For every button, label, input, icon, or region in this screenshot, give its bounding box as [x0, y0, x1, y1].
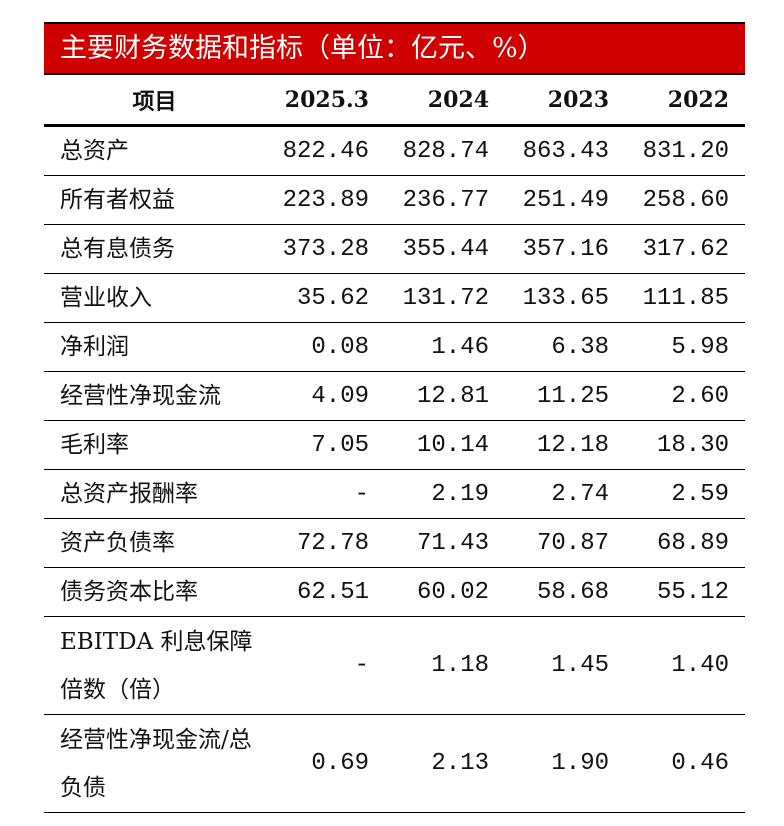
cell-value: 72.78 — [296, 529, 369, 557]
cell-value: 131.72 — [402, 284, 489, 312]
row-label: 所有者权益 — [60, 187, 175, 213]
cell-value: 35.62 — [296, 284, 369, 312]
cell-value: 4.09 — [311, 382, 369, 410]
row-label: EBITDA 利息保障倍数（倍） — [60, 628, 253, 703]
cell-value: 2.59 — [671, 480, 729, 508]
cell-value: 0.08 — [311, 333, 369, 361]
cell-value: - — [354, 652, 369, 679]
cell-value: 58.68 — [536, 578, 609, 606]
cell-value: 111.85 — [642, 284, 729, 312]
cell-value: 828.74 — [402, 137, 489, 165]
cell-value: 236.77 — [402, 186, 489, 214]
cell-value: 373.28 — [282, 235, 369, 263]
financial-table: 项目 2025.3 2024 2023 2022 总资产 822.46 828.74… — [44, 75, 745, 813]
cell-value: 831.20 — [642, 137, 729, 165]
cell-value: 357.16 — [522, 235, 609, 263]
table-row: 总资产报酬率 - 2.19 2.74 2.59 — [44, 470, 745, 519]
cell-value: 1.45 — [551, 652, 609, 679]
table-row: 总资产 822.46 828.74 863.43 831.20 — [44, 126, 745, 176]
row-label: 净利润 — [60, 334, 129, 360]
cell-value: 2.19 — [431, 480, 489, 508]
cell-value: 10.14 — [416, 431, 489, 459]
row-label: 总有息债务 — [60, 236, 175, 262]
cell-value: 5.98 — [671, 333, 729, 361]
row-label: 经营性净现金流 — [60, 383, 221, 409]
table-title: 主要财务数据和指标（单位：亿元、%） — [44, 22, 745, 75]
cell-value: 0.46 — [671, 750, 729, 777]
cell-value: 7.05 — [311, 431, 369, 459]
cell-value: 6.38 — [551, 333, 609, 361]
cell-value: 251.49 — [522, 186, 609, 214]
column-header: 2024 — [427, 86, 489, 113]
cell-value: 71.43 — [416, 529, 489, 557]
cell-value: 62.51 — [296, 578, 369, 606]
header-row: 项目 2025.3 2024 2023 2022 — [44, 75, 745, 126]
row-label: 经营性净现金流/总负债 — [60, 726, 252, 801]
cell-value: 68.89 — [656, 529, 729, 557]
cell-value: 317.62 — [642, 235, 729, 263]
cell-value: 258.60 — [642, 186, 729, 214]
cell-value: 2.74 — [551, 480, 609, 508]
cell-value: - — [354, 480, 369, 508]
row-label: 总资产 — [60, 138, 129, 164]
cell-value: 2.13 — [431, 750, 489, 777]
row-label: 毛利率 — [60, 432, 129, 458]
column-header: 2022 — [667, 86, 729, 113]
column-header: 2025.3 — [284, 86, 369, 113]
cell-value: 70.87 — [536, 529, 609, 557]
table-row: 经营性净现金流/总负债 0.69 2.13 1.90 0.46 — [44, 715, 745, 813]
cell-value: 1.90 — [551, 750, 609, 777]
row-label: 总资产报酬率 — [60, 481, 198, 507]
row-label: 营业收入 — [60, 285, 152, 311]
cell-value: 12.18 — [536, 431, 609, 459]
row-label: 资产负债率 — [60, 530, 175, 556]
table-row: 毛利率 7.05 10.14 12.18 18.30 — [44, 421, 745, 470]
cell-value: 223.89 — [282, 186, 369, 214]
cell-value: 0.69 — [311, 750, 369, 777]
cell-value: 1.40 — [671, 652, 729, 679]
cell-value: 60.02 — [416, 578, 489, 606]
cell-value: 2.60 — [671, 382, 729, 410]
cell-value: 1.46 — [431, 333, 489, 361]
table-row: 营业收入 35.62 131.72 133.65 111.85 — [44, 274, 745, 323]
table-row: 所有者权益 223.89 236.77 251.49 258.60 — [44, 176, 745, 225]
table-row: 资产负债率 72.78 71.43 70.87 68.89 — [44, 519, 745, 568]
cell-value: 822.46 — [282, 137, 369, 165]
cell-value: 11.25 — [536, 382, 609, 410]
cell-value: 133.65 — [522, 284, 609, 312]
table-row: 净利润 0.08 1.46 6.38 5.98 — [44, 323, 745, 372]
table-row: EBITDA 利息保障倍数（倍） - 1.18 1.45 1.40 — [44, 617, 745, 715]
cell-value: 12.81 — [416, 382, 489, 410]
cell-value: 55.12 — [656, 578, 729, 606]
cell-value: 863.43 — [522, 137, 609, 165]
cell-value: 1.18 — [431, 652, 489, 679]
table-row: 总有息债务 373.28 355.44 357.16 317.62 — [44, 225, 745, 274]
cell-value: 355.44 — [402, 235, 489, 263]
cell-value: 18.30 — [656, 431, 729, 459]
column-header: 项目 — [132, 88, 177, 115]
row-label: 债务资本比率 — [60, 579, 198, 605]
column-header: 2023 — [547, 86, 609, 113]
table-row: 债务资本比率 62.51 60.02 58.68 55.12 — [44, 568, 745, 617]
table-row: 经营性净现金流 4.09 12.81 11.25 2.60 — [44, 372, 745, 421]
financial-table-container: 主要财务数据和指标（单位：亿元、%） 项目 2025.3 2024 2023 2… — [44, 22, 745, 813]
